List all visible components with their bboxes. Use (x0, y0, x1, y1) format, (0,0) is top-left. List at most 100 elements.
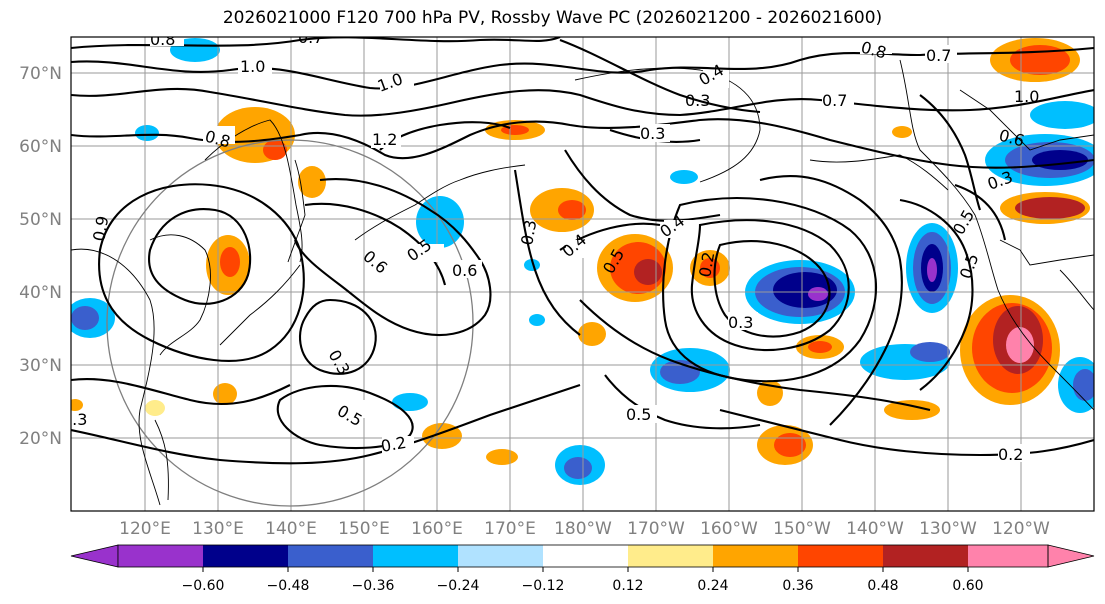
pv-negative-area (1032, 150, 1088, 170)
colorbar-tick-label: −0.36 (352, 578, 395, 594)
contour-label: 0.7 (926, 46, 951, 65)
pv-negative-area (564, 457, 592, 479)
map-area: 0.8 0.7 1.0 1.0 0.8 1.2 0.8 0.7 0.4 0.3 … (71, 28, 1094, 511)
coastline (287, 159, 306, 263)
pv-positive-area (884, 400, 940, 420)
lon-label: 130°W (919, 519, 977, 539)
contour-label: 0.3 (640, 124, 665, 143)
colorbar-tick-label: 0.36 (782, 578, 813, 594)
contour-label: 1.0 (1014, 87, 1039, 106)
lat-label: 50°N (19, 210, 62, 230)
colorbar-extend-high (1047, 544, 1095, 568)
contour-label: 0.2 (695, 250, 718, 278)
pv-negative-area (670, 170, 698, 184)
pv-contour (690, 219, 850, 352)
pv-positive-area (1006, 327, 1034, 363)
coastline (219, 264, 301, 346)
colorbar-segment (883, 545, 968, 567)
colorbar-segment (373, 545, 458, 567)
colorbar-segment (458, 545, 543, 567)
contour-label: 0.3 (517, 218, 540, 246)
colorbar-segment (713, 545, 798, 567)
pv-contour (98, 183, 305, 362)
pv-contour (899, 198, 974, 391)
colorbar-tick-label: 0.48 (867, 578, 898, 594)
coastline (574, 67, 761, 183)
lat-labels: 70°N 60°N 50°N 40°N 30°N 20°N (19, 64, 62, 449)
contour-label: 0.6 (452, 261, 477, 280)
pv-negative-area (927, 258, 937, 282)
lon-label: 170°E (484, 519, 536, 539)
contour-label: 0.2 (379, 433, 407, 456)
lon-label: 150°W (773, 519, 831, 539)
pv-positive-area (558, 200, 586, 220)
coastline (1059, 269, 1094, 311)
lat-label: 60°N (19, 137, 62, 157)
colorbar-segment (203, 545, 288, 567)
pv-contour (662, 197, 878, 383)
pv-contour (579, 299, 931, 412)
lon-label: 170°W (627, 519, 685, 539)
coastline (899, 59, 1094, 411)
pv-positive-area (213, 383, 237, 405)
lat-label: 40°N (19, 283, 62, 303)
coastline (204, 119, 303, 263)
colorbar-segment (798, 545, 883, 567)
contour-label: 0.9 (89, 214, 112, 242)
pv-positive-area (808, 341, 832, 353)
colorbar-tick-label: 0.12 (612, 578, 643, 594)
pv-contour (559, 39, 761, 114)
lon-label: 150°E (338, 519, 390, 539)
pv-negative-area (524, 259, 540, 271)
pv-positive-area (892, 126, 912, 138)
pv-contour (759, 175, 903, 426)
colorbar-tick-label: −0.48 (267, 578, 310, 594)
range-circle (106, 139, 474, 507)
map-frame (70, 36, 1095, 512)
pv-positive-area (220, 247, 240, 277)
coastline (149, 234, 211, 356)
contour-label: 0.7 (298, 28, 323, 47)
coastline (999, 239, 1094, 266)
colorbar-tick-label: −0.24 (437, 578, 480, 594)
pv-contour (71, 384, 581, 465)
pv-negative-area (1030, 101, 1094, 129)
contour-label: 0.5 (626, 405, 651, 424)
coastline (809, 154, 949, 191)
lat-label: 20°N (19, 429, 62, 449)
pv-positive-area (71, 399, 83, 411)
lon-label: 120°E (119, 519, 171, 539)
lon-label: 140°W (846, 519, 904, 539)
pv-contour (304, 202, 447, 286)
pv-contour (564, 149, 721, 222)
pv-positive-area (486, 449, 518, 465)
pv-negative-area (135, 125, 159, 141)
coastlines (71, 59, 1094, 506)
pv-contour (719, 408, 1094, 457)
pv-contour (604, 374, 761, 430)
lat-label: 70°N (19, 64, 62, 84)
coastline (354, 164, 526, 241)
lon-label: 160°W (700, 519, 758, 539)
coastline (959, 89, 1094, 151)
lon-labels: 120°E 130°E 140°E 150°E 160°E 170°E 180°… (119, 519, 1050, 539)
colorbar-extend-low (70, 544, 119, 568)
lon-label: 160°E (411, 519, 463, 539)
contour-label: 1.0 (240, 57, 265, 76)
gridlines (71, 37, 1094, 511)
colorbar-tick-label: −0.60 (182, 578, 225, 594)
pv-positive-area (145, 400, 165, 416)
lon-label: 140°E (265, 519, 317, 539)
pv-negative-area (71, 306, 99, 330)
pv-positive-area (263, 140, 287, 160)
pv-contour (294, 178, 492, 336)
lon-label: 120°W (992, 519, 1050, 539)
pv-contour (919, 94, 981, 211)
pv-positive-area (1015, 197, 1085, 219)
colorbar-segment (628, 545, 713, 567)
pv-shading (71, 38, 1094, 485)
lat-label: 30°N (19, 356, 62, 376)
pv-contour (298, 298, 377, 375)
contour-label: 0.3 (685, 91, 710, 110)
